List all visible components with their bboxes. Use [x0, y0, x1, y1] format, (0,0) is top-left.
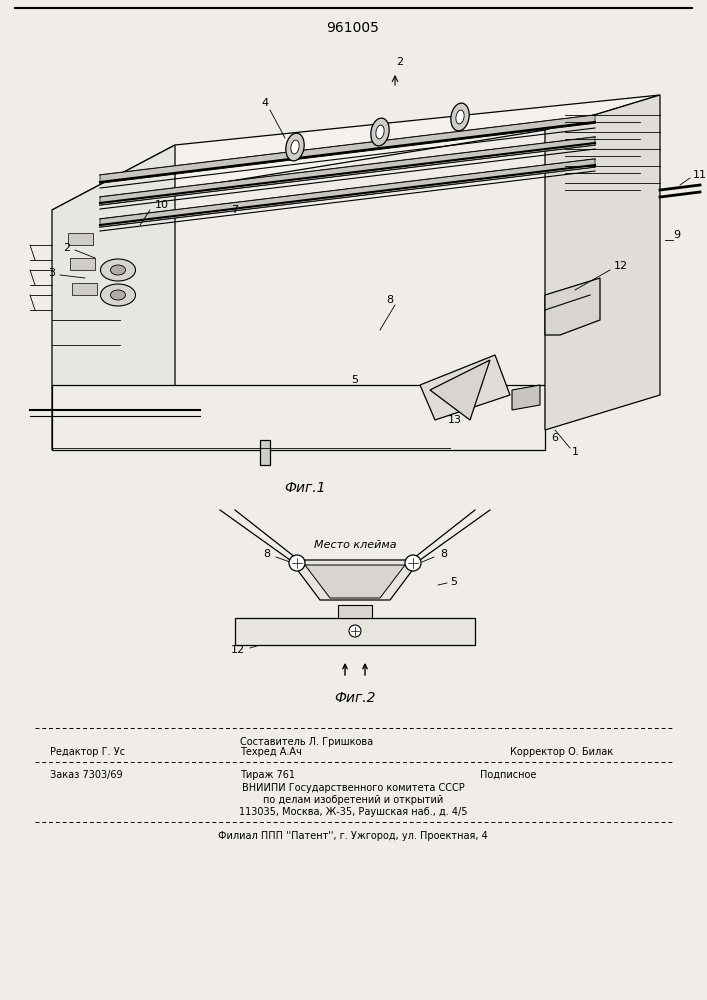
Polygon shape	[52, 95, 660, 210]
Text: 12: 12	[231, 645, 245, 655]
Text: 961005: 961005	[327, 21, 380, 35]
Text: 12: 12	[614, 261, 628, 271]
Circle shape	[349, 625, 361, 637]
Text: Корректор О. Билак: Корректор О. Билак	[510, 747, 613, 757]
Text: 6: 6	[551, 433, 559, 443]
Text: 9: 9	[673, 230, 680, 240]
Polygon shape	[430, 360, 490, 420]
Ellipse shape	[100, 284, 136, 306]
Circle shape	[405, 555, 421, 571]
Polygon shape	[70, 258, 95, 270]
Text: 2: 2	[397, 57, 404, 67]
Ellipse shape	[110, 265, 126, 275]
Text: 2: 2	[63, 243, 70, 253]
Circle shape	[289, 555, 305, 571]
Ellipse shape	[451, 103, 469, 131]
Ellipse shape	[370, 118, 389, 146]
Text: Составитель Л. Гришкова: Составитель Л. Гришкова	[240, 737, 373, 747]
Text: Фиг.2: Фиг.2	[334, 691, 375, 705]
Text: Подписное: Подписное	[480, 770, 537, 780]
Polygon shape	[52, 385, 545, 450]
Polygon shape	[305, 565, 405, 598]
Text: Фиг.1: Фиг.1	[284, 481, 326, 495]
Text: 8: 8	[263, 549, 270, 559]
Polygon shape	[260, 440, 270, 465]
Text: 5: 5	[450, 577, 457, 587]
Text: 113035, Москва, Ж-35, Раушская наб., д. 4/5: 113035, Москва, Ж-35, Раушская наб., д. …	[239, 807, 467, 817]
Text: 4: 4	[262, 98, 269, 108]
Polygon shape	[420, 355, 510, 420]
Text: Редактор Г. Ус: Редактор Г. Ус	[50, 747, 125, 757]
Text: Филиал ППП ''Патент'', г. Ужгород, ул. Проектная, 4: Филиал ППП ''Патент'', г. Ужгород, ул. П…	[218, 831, 488, 841]
Ellipse shape	[100, 259, 136, 281]
Text: 5: 5	[351, 375, 358, 385]
Ellipse shape	[376, 125, 384, 139]
Text: 8: 8	[387, 295, 394, 305]
Text: 13: 13	[448, 415, 462, 425]
Polygon shape	[100, 159, 595, 227]
Polygon shape	[100, 115, 595, 183]
Text: Тираж 761: Тираж 761	[240, 770, 295, 780]
Text: 1: 1	[572, 447, 579, 457]
Text: ВНИИПИ Государственного комитета СССР: ВНИИПИ Государственного комитета СССР	[242, 783, 464, 793]
Polygon shape	[338, 605, 372, 618]
Text: Заказ 7303/69: Заказ 7303/69	[50, 770, 122, 780]
Polygon shape	[72, 283, 97, 295]
Text: Место клейма: Место клейма	[314, 540, 397, 550]
Text: 10: 10	[155, 200, 169, 210]
Text: 3: 3	[48, 268, 55, 278]
Ellipse shape	[456, 110, 464, 124]
Ellipse shape	[291, 140, 299, 154]
Polygon shape	[235, 618, 475, 645]
Text: по делам изобретений и открытий: по делам изобретений и открытий	[263, 795, 443, 805]
Polygon shape	[545, 95, 660, 430]
Polygon shape	[290, 560, 420, 600]
Polygon shape	[545, 278, 600, 335]
Polygon shape	[512, 385, 540, 410]
Text: 7: 7	[231, 205, 238, 215]
Polygon shape	[100, 137, 595, 205]
Polygon shape	[68, 233, 93, 245]
Ellipse shape	[110, 290, 126, 300]
Text: 11: 11	[693, 170, 707, 180]
Polygon shape	[52, 145, 175, 450]
Ellipse shape	[286, 133, 304, 161]
Text: Техред А.Ач: Техред А.Ач	[240, 747, 302, 757]
Text: 8: 8	[440, 549, 447, 559]
